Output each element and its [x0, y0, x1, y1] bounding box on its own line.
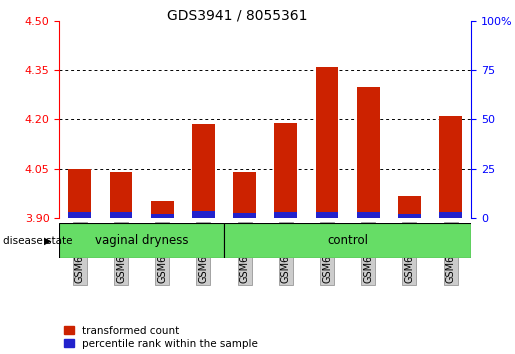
Text: disease state: disease state [3, 236, 72, 246]
Bar [192, 211, 215, 218]
Bar [316, 67, 338, 218]
Text: GDS3941 / 8055361: GDS3941 / 8055361 [167, 9, 307, 23]
Bar [398, 214, 421, 218]
Bar [192, 124, 215, 218]
Legend: transformed count, percentile rank within the sample: transformed count, percentile rank withi… [64, 326, 258, 349]
Text: ▶: ▶ [44, 236, 52, 246]
Bar [357, 87, 380, 218]
Bar [274, 212, 297, 218]
Bar [151, 201, 174, 218]
Bar [68, 169, 91, 218]
Bar [68, 212, 91, 218]
Text: vaginal dryness: vaginal dryness [95, 234, 188, 247]
Bar [357, 212, 380, 218]
Bar [151, 214, 174, 218]
Bar [316, 212, 338, 218]
Bar [233, 172, 256, 218]
Bar [398, 196, 421, 218]
Bar [439, 212, 462, 218]
Bar [59, 223, 224, 258]
Text: control: control [327, 234, 368, 247]
Bar [233, 213, 256, 218]
Bar [110, 212, 132, 218]
Bar [110, 172, 132, 218]
Bar [439, 116, 462, 218]
Bar [274, 123, 297, 218]
Bar [224, 223, 471, 258]
